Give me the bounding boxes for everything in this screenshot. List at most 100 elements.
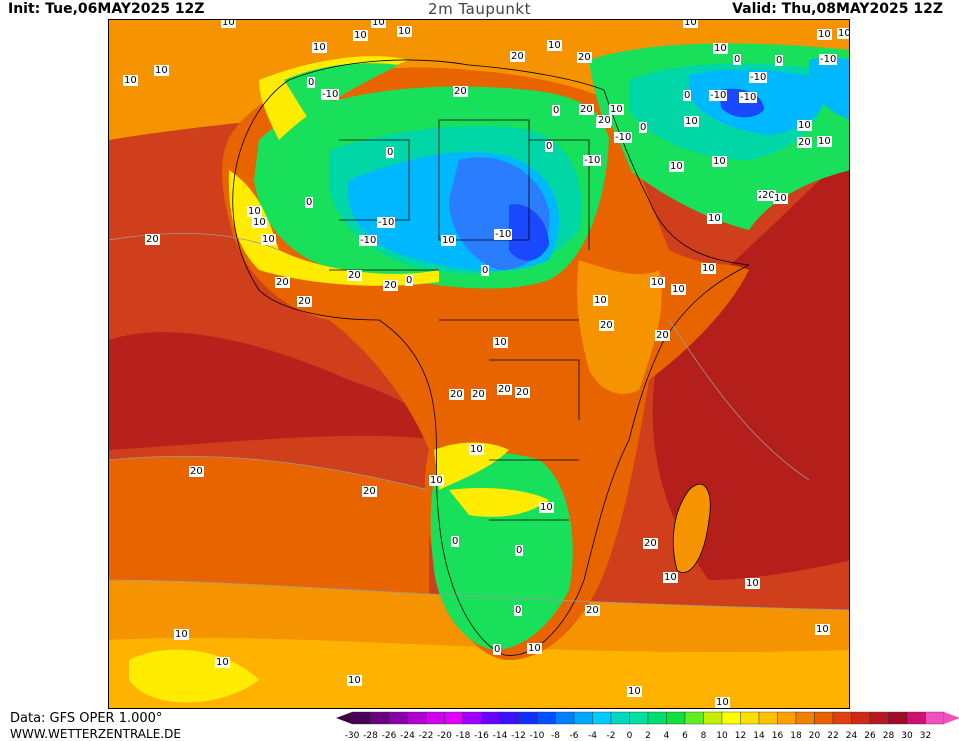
map-canvas xyxy=(109,20,849,708)
data-source: Data: GFS OPER 1.000° xyxy=(10,711,163,726)
contour-label: 0 xyxy=(493,644,502,655)
colorbar-swatch xyxy=(666,711,686,725)
contour-label: 0 xyxy=(639,122,648,133)
colorbar-swatch xyxy=(351,711,371,725)
contour-label: 10 xyxy=(261,234,276,245)
contour-label: 10 xyxy=(701,263,716,274)
colorbar-tick-label: 18 xyxy=(790,731,802,741)
contour-label: -10 xyxy=(819,54,838,65)
contour-label: 20 xyxy=(449,389,464,400)
colorbar-swatch xyxy=(647,711,667,725)
contour-label: 10 xyxy=(684,116,699,127)
contour-label: 0 xyxy=(307,77,316,88)
contour-label: 10 xyxy=(715,697,730,708)
colorbar-swatch xyxy=(888,711,908,725)
contour-label: 10 xyxy=(547,40,562,51)
contour-label: 10 xyxy=(429,475,444,486)
contour-label: 10 xyxy=(312,42,327,53)
contour-label: 20 xyxy=(655,330,670,341)
colorbar-tick-label: 32 xyxy=(920,731,931,741)
contour-label: 10 xyxy=(123,75,138,86)
contour-label: 10 xyxy=(669,161,684,172)
colorbar-tick-label: -4 xyxy=(588,731,597,741)
indian-ocean-hot xyxy=(652,151,849,580)
colorbar-swatch xyxy=(518,711,538,725)
colorbar-tick-label: 26 xyxy=(864,731,876,741)
colorbar-swatch xyxy=(703,711,723,725)
contour-label: 10 xyxy=(712,156,727,167)
contour-label: 20 xyxy=(599,320,614,331)
contour-label: -10 xyxy=(321,89,340,100)
contour-label: 10 xyxy=(745,578,760,589)
southern-yellow-band xyxy=(449,488,549,517)
contour-label: 10 xyxy=(773,193,788,204)
colorbar-swatch xyxy=(869,711,889,725)
dewpoint-map[interactable]: 10 10 10 10 10 10 0 -10 0 0 10 10 10 10 … xyxy=(108,19,850,709)
contour-label: 0 xyxy=(683,90,692,101)
colorbar-swatch xyxy=(425,711,445,725)
contour-label: 20 xyxy=(471,389,486,400)
contour-label: 0 xyxy=(514,605,523,616)
colorbar-tick-label: 6 xyxy=(682,731,688,741)
contour-label: 10 xyxy=(154,65,169,76)
colorbar-swatch xyxy=(851,711,871,725)
colorbar-swatch xyxy=(573,711,593,725)
colorbar-swatch xyxy=(758,711,778,725)
color-scale-legend: -30 -28 -26 -24 -22 -20 -18 -16 -14 -12 -10 -8 -6 -4-… xyxy=(336,711,959,741)
colorbar-swatch xyxy=(481,711,501,725)
colorbar-swatch xyxy=(592,711,612,725)
colorbar-tick-label: 14 xyxy=(753,731,765,741)
colorbar-tick-label: 30 xyxy=(901,731,913,741)
contour-label: 20 xyxy=(577,52,592,63)
contour-label: 10 xyxy=(815,624,830,635)
contour-label: 10 xyxy=(493,337,508,348)
colorbar-swatch xyxy=(499,711,519,725)
contour-label: 20 xyxy=(189,466,204,477)
website-credit: WWW.WETTERZENTRALE.DE xyxy=(10,727,181,741)
colorbar-tick-label: -12 xyxy=(511,731,526,741)
colorbar-tick-label: 24 xyxy=(846,731,858,741)
contour-label: -10 xyxy=(494,229,513,240)
contour-label: 0 xyxy=(451,536,460,547)
contour-label: 20 xyxy=(145,234,160,245)
contour-label: 0 xyxy=(305,197,314,208)
colorbar-tick-label: -16 xyxy=(474,731,489,741)
contour-label: 20 xyxy=(383,280,398,291)
colorbar-tick-label: -6 xyxy=(570,731,579,741)
contour-label: 20 xyxy=(362,486,377,497)
contour-label: 0 xyxy=(481,265,490,276)
colorbar-tick-label: 28 xyxy=(883,731,895,741)
contour-label: 10 xyxy=(837,28,850,39)
isolines xyxy=(109,233,849,611)
init-time: Init: Tue,06MAY2025 12Z xyxy=(8,1,205,17)
contour-label: 10 xyxy=(221,19,236,28)
colorbar-tick-label: 2 xyxy=(645,731,651,741)
colorbar-swatch xyxy=(925,711,945,725)
chart-title: 2m Taupunkt xyxy=(428,0,531,18)
contour-label: 0 xyxy=(733,54,742,65)
contour-label: -10 xyxy=(377,217,396,228)
red-sea-strip xyxy=(604,120,669,264)
colorbar-tick-label: -14 xyxy=(493,731,508,741)
contour-label: -10 xyxy=(359,235,378,246)
contour-label: 20 xyxy=(347,270,362,281)
colorbar-tick-label: 0 xyxy=(627,731,633,741)
colorbar-swatch xyxy=(684,711,704,725)
colorbar-swatch xyxy=(610,711,630,725)
contour-label: 20 xyxy=(643,538,658,549)
contour-label: 10 xyxy=(469,444,484,455)
contour-label: -10 xyxy=(583,155,602,166)
contour-label: 10 xyxy=(371,19,386,28)
colorbar-swatch xyxy=(407,711,427,725)
angola-yellow xyxy=(434,442,509,490)
colorbar-tick-label: -2 xyxy=(607,731,616,741)
contour-label: 0 xyxy=(405,275,414,286)
contour-label: 10 xyxy=(817,136,832,147)
contour-label: -10 xyxy=(709,90,728,101)
contour-label: 10 xyxy=(174,629,189,640)
contour-label: 10 xyxy=(671,284,686,295)
contour-label: 10 xyxy=(215,657,230,668)
contour-label: 0 xyxy=(552,105,561,116)
contour-label: -10 xyxy=(614,132,633,143)
contour-label: 0 xyxy=(515,545,524,556)
